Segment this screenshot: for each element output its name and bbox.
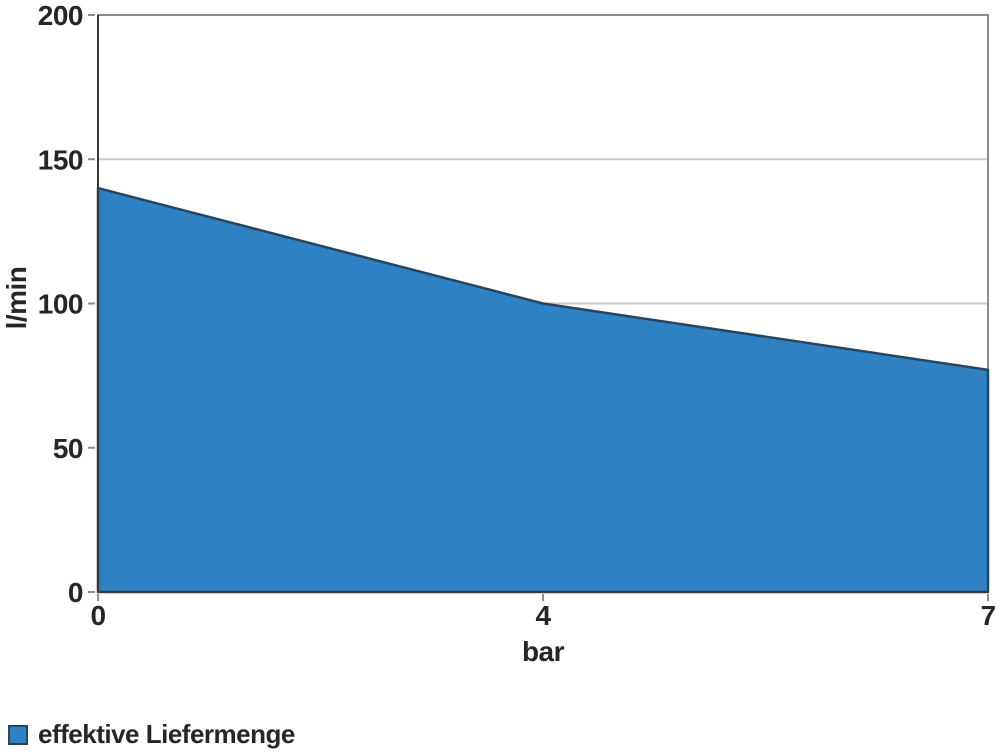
legend-label: effektive Liefermenge <box>38 719 295 749</box>
legend: effektive Liefermenge <box>8 719 295 750</box>
area-series <box>96 186 990 594</box>
x-tick-label: 4 <box>535 600 551 631</box>
y-tick-label: 0 <box>68 577 83 608</box>
x-tick-label: 0 <box>90 600 105 631</box>
y-tick-label: 200 <box>38 0 83 31</box>
area-effektive-liefermenge <box>96 186 990 594</box>
x-tick-label: 7 <box>980 600 995 631</box>
y-tick-labels: 0 50 100 150 200 <box>38 0 84 608</box>
area-chart: 0 50 100 150 200 0 4 7 bar l/min <box>1 0 996 667</box>
axis-lines <box>97 15 988 593</box>
x-tick-labels: 0 4 7 <box>90 600 996 631</box>
y-tick-label: 150 <box>38 144 83 175</box>
legend-swatch-icon <box>8 724 28 745</box>
x-axis-title: bar <box>522 636 565 667</box>
y-axis-title: l/min <box>1 267 32 330</box>
axis-tick-marks <box>88 14 989 601</box>
axis-line <box>97 15 988 593</box>
y-tick-label: 50 <box>53 433 83 464</box>
y-tick-label: 100 <box>38 289 83 320</box>
